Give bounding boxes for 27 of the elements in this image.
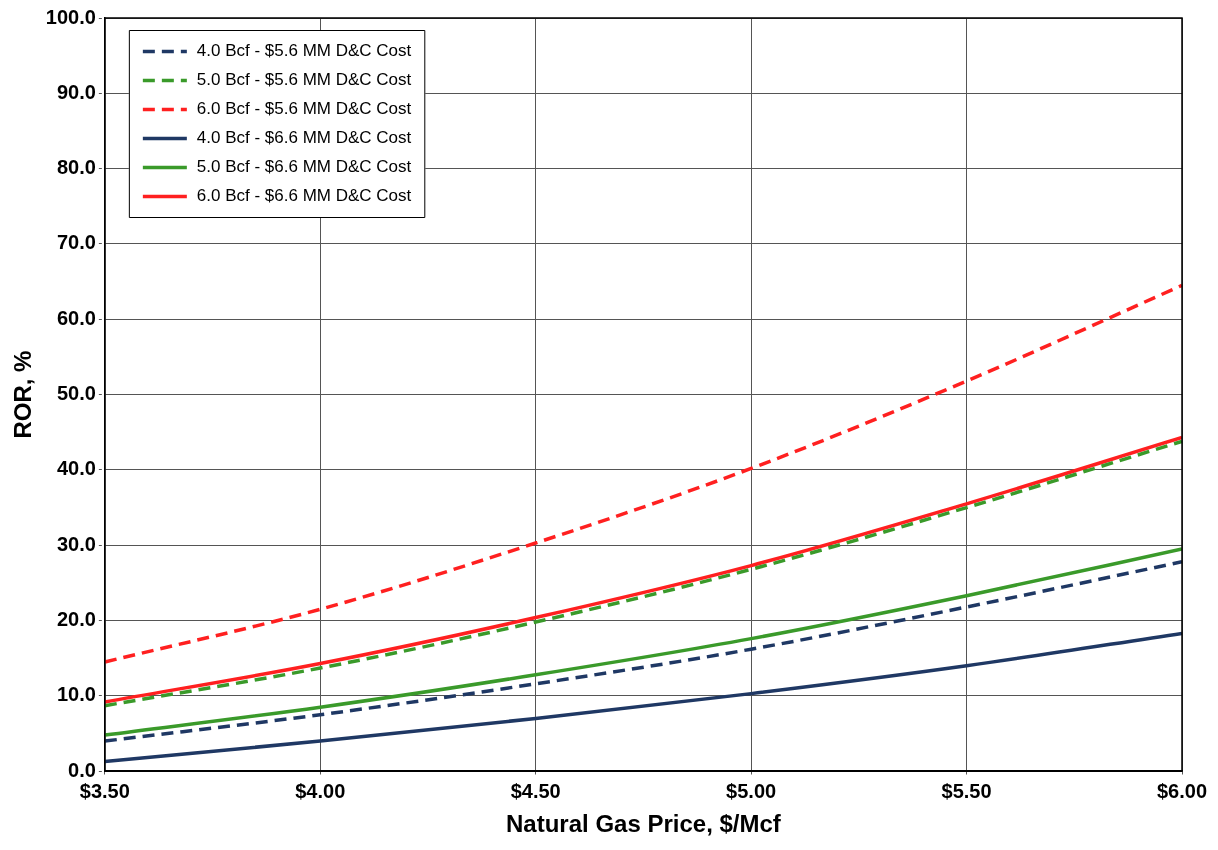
- y-tick-label: 50.0: [56, 382, 96, 405]
- x-tick-label: $4.00: [295, 779, 346, 802]
- legend-label: 5.0 Bcf - $6.6 MM D&C Cost: [196, 157, 412, 177]
- line-series: [104, 631, 1182, 764]
- y-axis-title: ROR, %: [9, 350, 37, 439]
- legend-label: 4.0 Bcf - $6.6 MM D&C Cost: [196, 128, 412, 148]
- legend-label: 4.0 Bcf - $5.6 MM D&C Cost: [196, 41, 412, 61]
- legend-label: 5.0 Bcf - $5.6 MM D&C Cost: [196, 70, 412, 90]
- y-tick-label: 0.0: [68, 758, 96, 781]
- y-tick-label: 30.0: [56, 532, 96, 555]
- y-tick-label: 40.0: [56, 457, 96, 480]
- legend-label: 6.0 Bcf - $5.6 MM D&C Cost: [196, 99, 412, 119]
- x-tick-label: $3.50: [79, 779, 130, 802]
- x-tick-label: $5.00: [726, 779, 777, 802]
- y-tick-label: 100.0: [45, 5, 96, 28]
- x-axis-title: Natural Gas Price, $/Mcf: [506, 810, 782, 838]
- x-tick-label: $5.50: [941, 779, 992, 802]
- x-tick-label: $4.50: [510, 779, 561, 802]
- legend-label: 6.0 Bcf - $6.6 MM D&C Cost: [196, 186, 412, 206]
- y-tick-label: 80.0: [56, 156, 96, 179]
- y-tick-label: 70.0: [56, 231, 96, 254]
- line-series: [104, 283, 1182, 664]
- x-tick-label: $6.00: [1156, 779, 1208, 802]
- y-tick-label: 10.0: [56, 683, 96, 706]
- y-tick-label: 90.0: [56, 80, 96, 103]
- y-tick-label: 20.0: [56, 608, 96, 631]
- y-tick-label: 60.0: [56, 306, 96, 329]
